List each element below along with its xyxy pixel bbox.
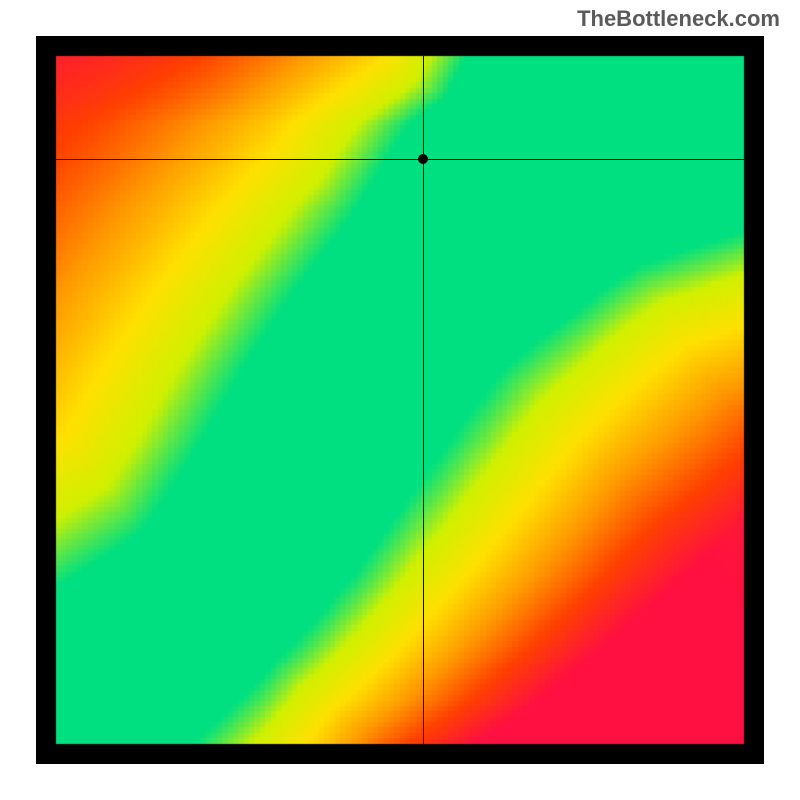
chart-container: TheBottleneck.com bbox=[0, 0, 800, 800]
heatmap-canvas bbox=[36, 36, 764, 764]
chart-frame bbox=[36, 36, 764, 764]
crosshair-marker bbox=[418, 154, 428, 164]
watermark-text: TheBottleneck.com bbox=[577, 6, 780, 32]
crosshair-horizontal bbox=[56, 159, 744, 160]
